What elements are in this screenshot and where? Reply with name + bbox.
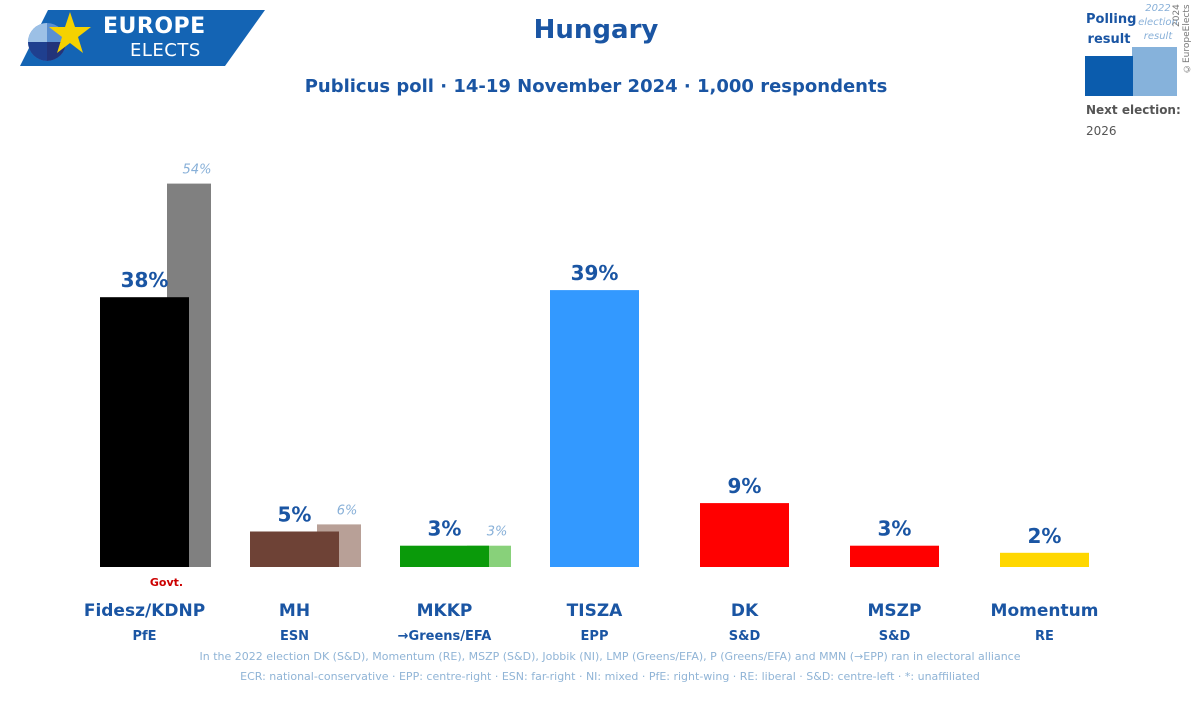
logo-text-europe: EUROPE <box>103 14 206 39</box>
group-label-tisza: EPP <box>581 629 609 644</box>
group-label-fidesz-kdnp: PfE <box>132 629 156 644</box>
group-label-momentum: RE <box>1035 629 1054 644</box>
poll-bar-dk <box>700 503 789 567</box>
poll-bar-fidesz-kdnp <box>100 297 189 567</box>
poll-bar-mszp <box>850 545 939 567</box>
poll-value-label-fidesz-kdnp: 38% <box>121 268 169 292</box>
legend-polling-swatch <box>1085 56 1133 96</box>
legend-polling-label: Polling result <box>1086 12 1137 47</box>
logo-text-elects: ELECTS <box>130 40 201 61</box>
footnote-group-legend: ECR: national-conservative · EPP: centre… <box>240 670 980 683</box>
category-label-tisza: TISZA <box>567 601 623 621</box>
poll-bar-momentum <box>1000 552 1089 567</box>
group-label-mkkp: →Greens/EFA <box>398 629 492 644</box>
poll-value-label-momentum: 2% <box>1028 524 1062 548</box>
legend-previous-swatch <box>1132 47 1177 96</box>
previous-value-label-mkkp: 3% <box>487 525 508 540</box>
legend-previous-label: 2022 election result <box>1138 3 1178 42</box>
chart-title: Hungary <box>533 15 659 45</box>
poll-bar-tisza <box>550 290 639 567</box>
poll-value-label-mh: 5% <box>278 503 312 527</box>
category-label-dk: DK <box>731 601 759 621</box>
group-label-mszp: S&D <box>879 629 911 644</box>
group-label-mh: ESN <box>280 629 309 644</box>
poll-value-label-tisza: 39% <box>571 261 619 285</box>
category-label-mkkp: MKKP <box>417 601 473 621</box>
poll-value-label-mkkp: 3% <box>428 517 462 541</box>
govt-annotation: Govt. <box>150 576 183 589</box>
category-label-mszp: MSZP <box>868 601 922 621</box>
poll-value-label-dk: 9% <box>728 474 762 498</box>
category-label-fidesz-kdnp: Fidesz/KDNP <box>84 601 205 621</box>
poll-bar-mh <box>250 531 339 567</box>
poll-value-label-mszp: 3% <box>878 517 912 541</box>
group-label-dk: S&D <box>729 629 761 644</box>
category-label-mh: MH <box>279 601 310 621</box>
previous-value-label-mh: 6% <box>337 503 358 518</box>
poll-bar-mkkp <box>400 545 489 567</box>
footnote-alliance: In the 2022 election DK (S&D), Momentum … <box>199 650 1021 663</box>
next-election-label: Next election: <box>1086 103 1181 117</box>
chart-subtitle: Publicus poll · 14-19 November 2024 · 1,… <box>304 76 888 97</box>
next-election-year: 2026 <box>1086 124 1117 138</box>
previous-value-label-fidesz-kdnp: 54% <box>183 163 212 178</box>
category-label-momentum: Momentum <box>991 601 1099 621</box>
